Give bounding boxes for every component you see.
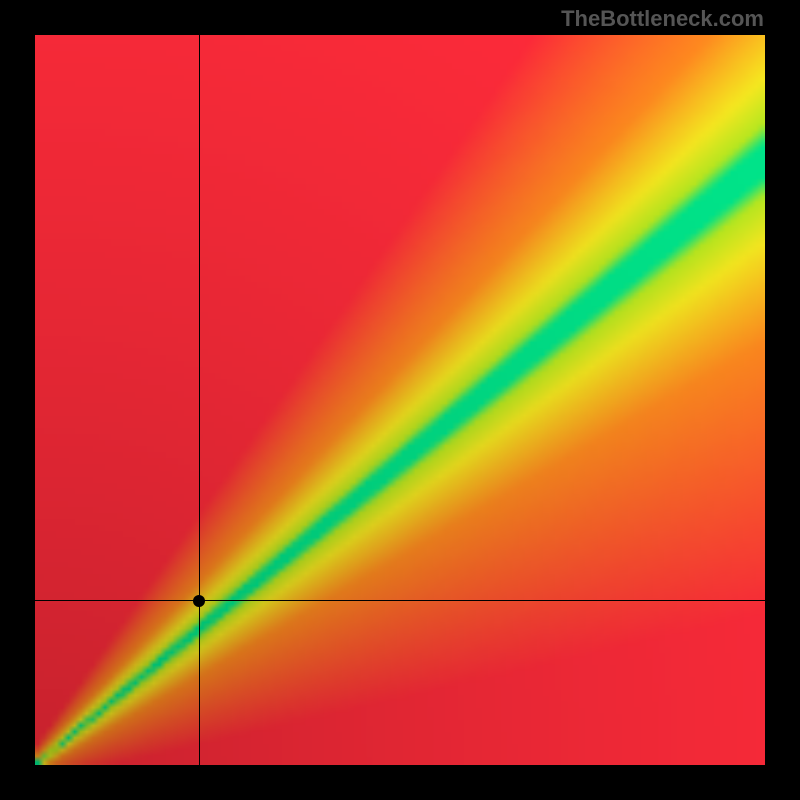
crosshair-marker: [193, 595, 205, 607]
crosshair-horizontal: [35, 600, 765, 601]
bottleneck-heatmap: [35, 35, 765, 765]
watermark-text: TheBottleneck.com: [561, 6, 764, 32]
figure-container: TheBottleneck.com: [0, 0, 800, 800]
crosshair-vertical: [199, 35, 200, 765]
